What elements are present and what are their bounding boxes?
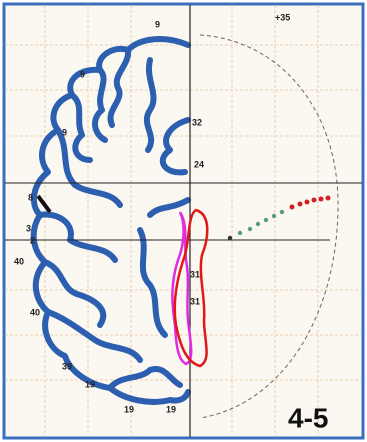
- area-label: 19: [124, 404, 134, 414]
- area-label: 24: [194, 159, 204, 169]
- figure-label: 4-5: [288, 402, 328, 433]
- area-label: 2: [30, 235, 35, 245]
- area-label: 31: [190, 269, 200, 279]
- area-label: 40: [30, 307, 40, 317]
- area-label: 40: [14, 256, 24, 266]
- area-label: 32: [192, 117, 202, 127]
- area-label: 31: [190, 296, 200, 306]
- area-label: 19: [166, 404, 176, 414]
- area-label: 39: [62, 361, 72, 371]
- area-label: 9: [62, 127, 67, 137]
- area-label: 9: [155, 19, 160, 29]
- atlas-figure: +35 9 9 9 8 32 24 3 2 40 40 39 19 19 19 …: [0, 0, 367, 442]
- coordinate: +35: [275, 12, 290, 22]
- area-label: 8: [28, 192, 33, 202]
- area-label: 19: [85, 379, 95, 389]
- area-label: 9: [80, 69, 85, 79]
- area-label: 3: [26, 223, 31, 233]
